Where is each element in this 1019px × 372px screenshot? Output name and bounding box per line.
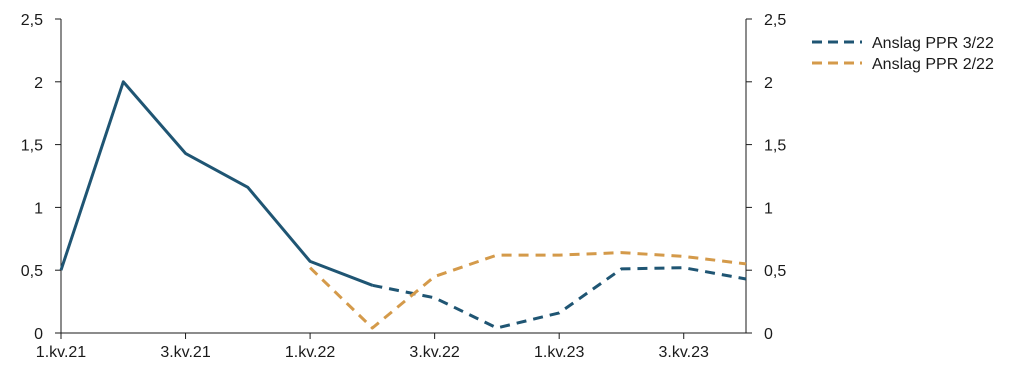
y-tick-label-right: 1,5 — [764, 138, 786, 155]
x-tick-label: 3.kv.23 — [659, 344, 710, 361]
y-tick-label-right: 0 — [764, 326, 773, 343]
x-tick-label: 1.kv.23 — [534, 344, 585, 361]
y-tick-label-left: 2,5 — [21, 12, 43, 29]
x-tick-label: 3.kv.21 — [160, 344, 211, 361]
series-line-0 — [61, 82, 372, 285]
y-tick-label-right: 2 — [764, 75, 773, 92]
axes: 0 0 0,5 0,5 1 1 1,5 1,5 2 2 2,5 2,5 1.kv.21 3.kv.21 1.… — [21, 12, 787, 361]
x-tick-label: 1.kv.22 — [285, 344, 336, 361]
legend: Anslag PPR 3/22 Anslag PPR 2/22 — [812, 35, 994, 73]
legend-label-1: Anslag PPR 3/22 — [872, 35, 994, 52]
y-tick-label-left: 1 — [34, 200, 43, 217]
y-tick-label-left: 1,5 — [21, 138, 43, 155]
y-tick-label-right: 2,5 — [764, 12, 786, 29]
y-tick-label-right: 1 — [764, 200, 773, 217]
x-tick-label: 3.kv.22 — [409, 344, 460, 361]
legend-label-2: Anslag PPR 2/22 — [872, 56, 994, 73]
y-tick-label-left: 0,5 — [21, 263, 43, 280]
y-tick-label-left: 2 — [34, 75, 43, 92]
y-tick-label-right: 0,5 — [764, 263, 786, 280]
y-tick-label-left: 0 — [34, 326, 43, 343]
series-line-1 — [372, 268, 746, 328]
series-layer — [61, 82, 746, 328]
x-tick-label: 1.kv.21 — [36, 344, 87, 361]
series-line-2 — [310, 253, 746, 328]
